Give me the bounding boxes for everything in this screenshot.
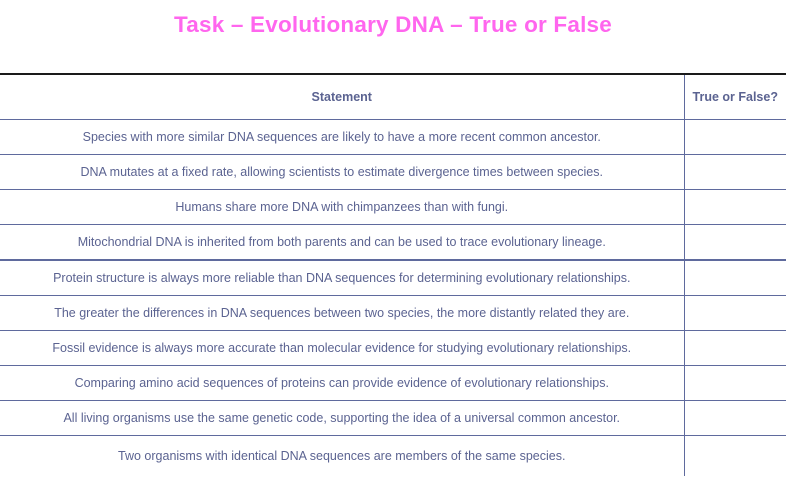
true-or-false-table: Statement True or False? Species with mo… <box>0 73 786 476</box>
answer-cell[interactable] <box>683 295 786 331</box>
statement-cell: DNA mutates at a fixed rate, allowing sc… <box>0 154 684 190</box>
answer-cell[interactable] <box>683 365 786 401</box>
page-title: Task – Evolutionary DNA – True or False <box>174 12 612 37</box>
statement-cell: Mitochondrial DNA is inherited from both… <box>0 224 684 261</box>
table-row: The greater the differences in DNA seque… <box>0 295 786 331</box>
table-row: Protein structure is always more reliabl… <box>0 260 786 296</box>
answer-cell[interactable] <box>683 224 786 261</box>
table-row: Comparing amino acid sequences of protei… <box>0 365 786 401</box>
answer-cell[interactable] <box>683 435 786 476</box>
table-row: DNA mutates at a fixed rate, allowing sc… <box>0 154 786 190</box>
statement-cell: All living organisms use the same geneti… <box>0 400 684 436</box>
answer-cell[interactable] <box>683 400 786 436</box>
table-row: Species with more similar DNA sequences … <box>0 119 786 155</box>
answer-cell[interactable] <box>683 260 786 296</box>
statement-cell: The greater the differences in DNA seque… <box>0 295 684 331</box>
table-header-row: Statement True or False? <box>0 73 786 120</box>
table-row: All living organisms use the same geneti… <box>0 400 786 436</box>
table-row: Two organisms with identical DNA sequenc… <box>0 435 786 476</box>
answer-cell[interactable] <box>683 119 786 155</box>
column-header-statement: Statement <box>0 73 684 120</box>
statement-cell: Fossil evidence is always more accurate … <box>0 330 684 366</box>
statement-cell: Comparing amino acid sequences of protei… <box>0 365 684 401</box>
table-body: Species with more similar DNA sequences … <box>0 119 786 476</box>
table-row: Mitochondrial DNA is inherited from both… <box>0 224 786 261</box>
table-row: Fossil evidence is always more accurate … <box>0 330 786 366</box>
column-header-answer: True or False? <box>683 73 786 120</box>
answer-cell[interactable] <box>683 330 786 366</box>
statement-cell: Species with more similar DNA sequences … <box>0 119 684 155</box>
table-row: Humans share more DNA with chimpanzees t… <box>0 189 786 225</box>
statement-cell: Protein structure is always more reliabl… <box>0 260 684 296</box>
answer-cell[interactable] <box>683 189 786 225</box>
statement-cell: Two organisms with identical DNA sequenc… <box>118 449 566 463</box>
answer-cell[interactable] <box>683 154 786 190</box>
statement-cell: Humans share more DNA with chimpanzees t… <box>0 189 684 225</box>
